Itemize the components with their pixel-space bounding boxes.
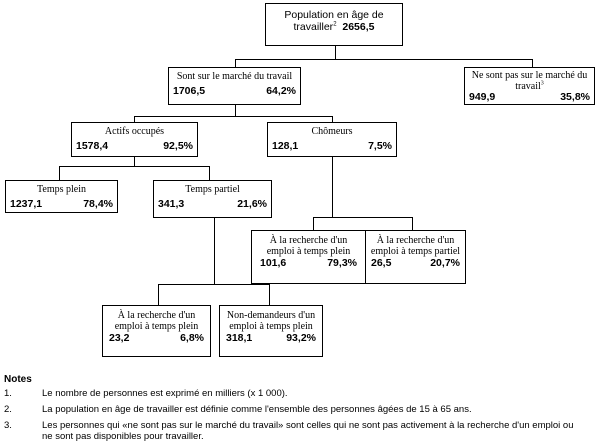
- connector: [214, 218, 215, 285]
- node-percent: 92,5%: [163, 140, 193, 152]
- node-part-time-seeking-full-time: À la recherche d'un emploi à temps plein…: [102, 305, 211, 357]
- node-percent: 20,7%: [430, 257, 460, 269]
- node-full-time: Temps plein 1237,1 78,4%: [5, 180, 118, 213]
- connector: [332, 116, 333, 123]
- node-percent: 79,3%: [327, 257, 357, 269]
- node-values: 949,9 35,8%: [465, 91, 594, 103]
- node-percent: 7,5%: [368, 140, 392, 152]
- node-values: 1237,1 78,4%: [6, 198, 117, 210]
- node-count: 128,1: [272, 140, 299, 152]
- connector: [158, 284, 159, 306]
- connector: [332, 156, 333, 218]
- connector: [59, 166, 210, 167]
- node-label: À la recherche d'un: [376, 235, 455, 246]
- node-label: Ne sont pas sur le marché du: [471, 70, 588, 81]
- node-label: À la recherche d'un: [269, 235, 348, 246]
- footnote-marker: 2: [333, 21, 337, 28]
- footnote-marker: 3: [540, 80, 544, 87]
- node-not-on-labor-market: Ne sont pas sur le marché du travail3 94…: [464, 67, 595, 105]
- connector: [313, 217, 314, 231]
- node-values: 1578,4 92,5%: [72, 140, 197, 152]
- node-percent: 35,8%: [560, 91, 590, 103]
- node-unemployed-seeking-part-time: À la recherche d'un emploi à temps parti…: [365, 230, 466, 284]
- node-values: 23,2 6,8%: [103, 332, 210, 344]
- node-values: 101,6 79,3%: [252, 257, 365, 269]
- connector: [269, 284, 270, 306]
- connector: [532, 59, 533, 68]
- note-item: 2. La population en âge de travailler es…: [4, 404, 599, 416]
- node-label-line2: travail3: [465, 81, 594, 92]
- node-percent: 78,4%: [83, 198, 113, 210]
- connector: [158, 284, 270, 285]
- node-label-2: travailler: [293, 21, 334, 33]
- node-values: 318,1 93,2%: [220, 332, 322, 344]
- node-label: Non-demandeurs d'un: [226, 310, 316, 321]
- connector: [412, 217, 413, 231]
- node-label-2: emploi à temps plein: [229, 321, 313, 332]
- node-label: Sont sur le marché du travail: [176, 71, 293, 82]
- node-label: Temps plein: [36, 184, 86, 195]
- notes-heading: Notes: [4, 374, 32, 385]
- node-values: 128,1 7,5%: [268, 140, 396, 152]
- node-count: 1706,5: [173, 85, 206, 97]
- note-item: 3. Les personnes qui «ne sont pas sur le…: [4, 420, 599, 444]
- node-label: Chômeurs: [311, 126, 353, 137]
- node-values: 341,3 21,6%: [154, 198, 271, 210]
- note-number: 1.: [4, 388, 12, 399]
- node-count: 1578,4: [76, 140, 109, 152]
- node-label-2: travail: [515, 81, 541, 92]
- node-employed: Actifs occupés 1578,4 92,5%: [71, 122, 198, 157]
- note-text: Le nombre de personnes est exprimé en mi…: [42, 388, 288, 399]
- node-label: Actifs occupés: [104, 126, 165, 137]
- node-unemployed: Chômeurs 128,1 7,5%: [267, 122, 397, 157]
- node-count: 101,6: [260, 257, 287, 269]
- connector: [134, 116, 135, 123]
- note-number: 3.: [4, 420, 12, 431]
- connector: [134, 157, 135, 166]
- node-count: 26,5: [371, 257, 392, 269]
- node-count: 949,9: [469, 91, 496, 103]
- node-working-age-population: Population en âge de travailler2 2656,5: [265, 3, 403, 46]
- node-values: 26,5 20,7%: [366, 257, 465, 269]
- node-percent: 21,6%: [237, 198, 267, 210]
- node-label: Population en âge de: [284, 9, 384, 21]
- node-percent: 6,8%: [180, 332, 204, 344]
- node-on-labor-market: Sont sur le marché du travail 1706,5 64,…: [168, 67, 301, 105]
- node-label: Temps partiel: [185, 184, 240, 195]
- node-percent: 64,2%: [266, 85, 296, 97]
- note-text: Les personnes qui «ne sont pas sur le ma…: [42, 420, 574, 442]
- node-value: 2656,5: [342, 21, 375, 33]
- connector: [209, 166, 210, 181]
- node-part-time-not-seeking-full-time: Non-demandeurs d'un emploi à temps plein…: [219, 305, 323, 357]
- connector: [313, 217, 413, 218]
- note-number: 2.: [4, 404, 12, 415]
- connector: [235, 105, 236, 117]
- node-count: 318,1: [226, 332, 253, 344]
- node-count: 1237,1: [10, 198, 43, 210]
- node-unemployed-seeking-full-time: À la recherche d'un emploi à temps plein…: [251, 230, 366, 284]
- node-count: 341,3: [158, 198, 185, 210]
- note-item: 1. Le nombre de personnes est exprimé en…: [4, 388, 599, 400]
- node-values: 1706,5 64,2%: [169, 85, 300, 97]
- node-label-line2: travailler2 2656,5: [266, 21, 402, 33]
- connector: [335, 46, 336, 59]
- node-percent: 93,2%: [286, 332, 316, 344]
- node-part-time: Temps partiel 341,3 21,6%: [153, 180, 272, 218]
- node-label-2: emploi à temps partiel: [370, 246, 461, 257]
- connector: [235, 59, 236, 68]
- connector: [134, 116, 333, 117]
- connector: [59, 166, 60, 181]
- node-label: À la recherche d'un: [117, 310, 196, 321]
- connector: [235, 59, 533, 60]
- node-label-2: emploi à temps plein: [114, 321, 199, 332]
- note-text: La population en âge de travailler est d…: [42, 404, 472, 415]
- node-count: 23,2: [109, 332, 130, 344]
- node-label-2: emploi à temps plein: [266, 246, 351, 257]
